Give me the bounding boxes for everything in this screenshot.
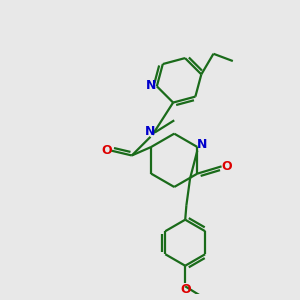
Text: O: O <box>101 144 112 157</box>
Text: O: O <box>221 160 232 173</box>
Text: N: N <box>145 125 155 138</box>
Text: O: O <box>180 284 190 296</box>
Text: N: N <box>197 138 207 151</box>
Text: N: N <box>146 79 157 92</box>
